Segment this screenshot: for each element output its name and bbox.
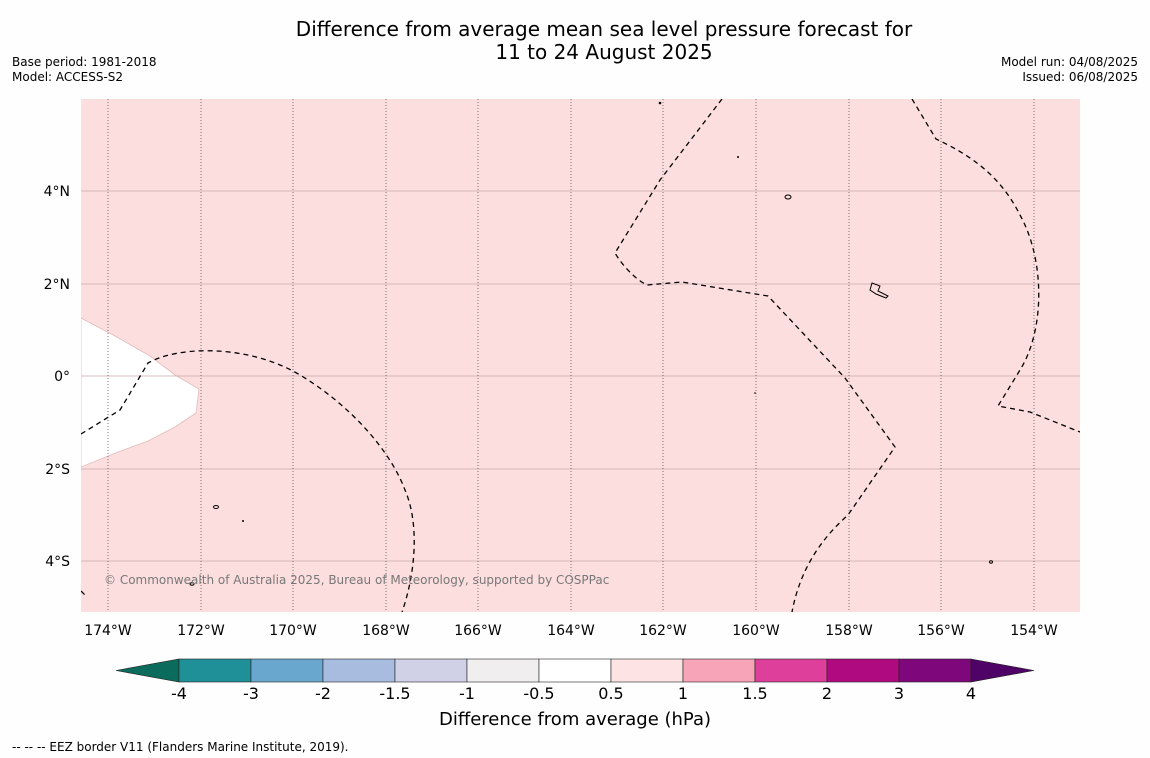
colorbar-extend-high	[970, 658, 1035, 683]
colorbar-segment	[538, 658, 612, 683]
colorbar-segment	[466, 658, 540, 683]
anomaly-fill-area	[81, 99, 1080, 612]
colorbar-extend-low	[115, 658, 180, 683]
eez-border-west	[81, 350, 415, 612]
colorbar-segment	[826, 658, 900, 683]
eez-legend-note: -- -- -- EEZ border V11 (Flanders Marine…	[12, 740, 349, 754]
base-period: Base period: 1981-2018	[12, 55, 157, 69]
lat-label-2s: 2°S	[45, 462, 70, 478]
lon-label-170w: 170°W	[269, 623, 317, 639]
island-d	[989, 560, 993, 564]
eez-border-central	[614, 99, 896, 612]
title-line-2: 11 to 24 August 2025	[495, 40, 713, 64]
longitude-labels: 174°W 172°W 170°W 168°W 166°W 164°W 162°…	[84, 623, 1058, 639]
eez-borders	[81, 99, 1080, 612]
colorbar-tick: 4	[965, 684, 977, 703]
run-info: Model run: 04/08/2025 Issued: 06/08/2025	[1001, 55, 1138, 85]
title-line-1: Difference from average mean sea level p…	[295, 17, 913, 41]
lat-label-4s: 4°S	[45, 554, 70, 570]
island-dot-2	[737, 156, 739, 158]
colorbar-tick: -3	[243, 684, 259, 703]
colorbar-segment	[394, 658, 468, 683]
neutral-region	[81, 317, 200, 468]
model-name: Model: ACCESS-S2	[12, 70, 124, 84]
copyright-credit: © Commonwealth of Australia 2025, Bureau…	[104, 573, 609, 587]
colorbar-segment	[178, 658, 252, 683]
lon-label-172w: 172°W	[177, 623, 225, 639]
islands	[189, 194, 993, 586]
lon-label-160w: 160°W	[732, 623, 780, 639]
island-c	[189, 582, 195, 586]
lat-label-equator: 0°	[54, 369, 70, 385]
colorbar-segment	[610, 658, 684, 683]
island-dot-3	[242, 520, 244, 522]
colorbar-segment	[682, 658, 756, 683]
island-dot-1	[658, 101, 662, 105]
lon-label-156w: 156°W	[917, 623, 965, 639]
colorbar-tick: -0.5	[523, 684, 555, 703]
lon-label-166w: 166°W	[454, 623, 502, 639]
colorbar-tick: 2	[821, 684, 833, 703]
colorbar-label: Difference from average (hPa)	[438, 709, 712, 730]
model-info: Base period: 1981-2018 Model: ACCESS-S2	[12, 55, 157, 85]
latitude-labels: 4°N 2°N 0° 2°S 4°S	[44, 184, 71, 570]
eez-border-southwest	[81, 590, 86, 596]
island-a	[784, 194, 792, 200]
colorbar-tick: -1	[459, 684, 475, 703]
eez-border-east	[911, 99, 1080, 433]
island-kiritimati	[869, 282, 889, 299]
colorbar	[115, 658, 1035, 683]
colorbar-segment	[898, 658, 972, 683]
lat-label-2n: 2°N	[44, 277, 70, 293]
colorbar-tick: -1.5	[379, 684, 411, 703]
island-b	[213, 505, 219, 509]
lon-label-168w: 168°W	[362, 623, 410, 639]
latitude-gridlines	[81, 190, 1080, 562]
model-run: Model run: 04/08/2025	[1000, 55, 1138, 69]
lon-label-174w: 174°W	[84, 623, 132, 639]
lon-label-164w: 164°W	[547, 623, 595, 639]
lat-label-4n: 4°N	[44, 184, 70, 200]
colorbar-tick: 3	[893, 684, 905, 703]
colorbar-segment	[322, 658, 396, 683]
lon-label-154w: 154°W	[1010, 623, 1058, 639]
map-title: Difference from average mean sea level p…	[0, 18, 1150, 64]
colorbar-segment	[250, 658, 324, 683]
colorbar-tick: -2	[315, 684, 331, 703]
lon-label-162w: 162°W	[639, 623, 687, 639]
colorbar-segment	[754, 658, 828, 683]
colorbar-tick: -4	[171, 684, 187, 703]
colorbar-tick: 0.5	[598, 684, 624, 703]
colorbar-tick: 1	[677, 684, 689, 703]
island-dot-4	[754, 392, 756, 394]
island-dots	[242, 101, 756, 522]
issued-date: Issued: 06/08/2025	[1022, 70, 1138, 84]
colorbar-tick: 1.5	[742, 684, 768, 703]
lon-label-158w: 158°W	[825, 623, 873, 639]
